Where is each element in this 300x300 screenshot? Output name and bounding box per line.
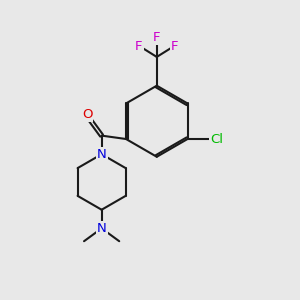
Text: N: N: [97, 148, 106, 161]
Text: F: F: [135, 40, 142, 53]
Text: O: O: [82, 108, 92, 121]
Text: F: F: [171, 40, 178, 53]
Text: F: F: [153, 31, 160, 44]
Text: Cl: Cl: [211, 133, 224, 146]
Text: N: N: [97, 222, 106, 235]
